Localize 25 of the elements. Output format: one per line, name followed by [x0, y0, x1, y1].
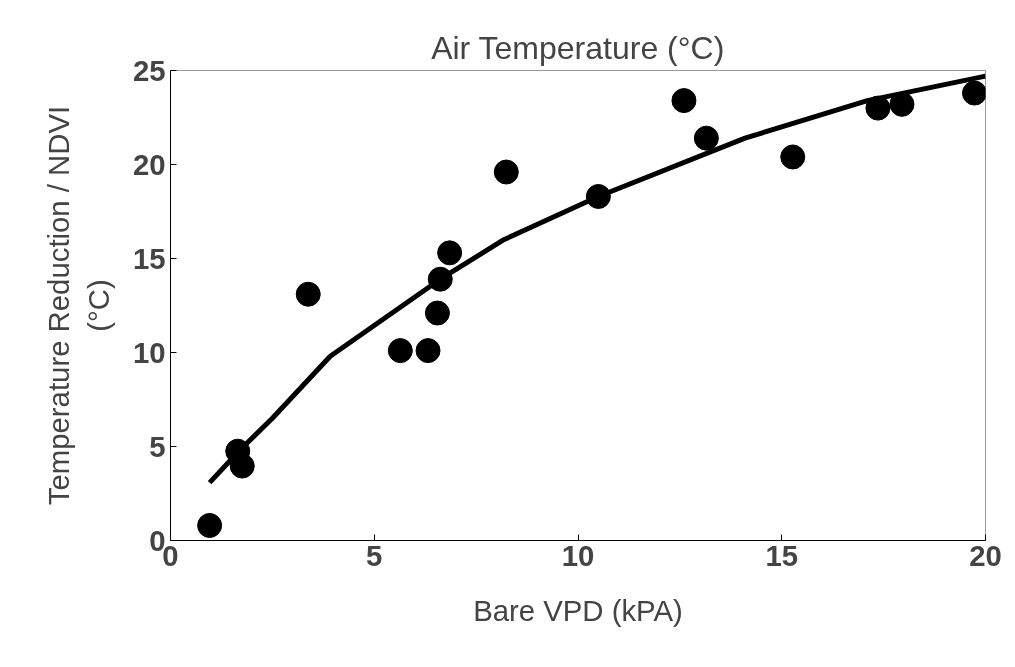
- point: [424, 300, 450, 326]
- point: [437, 240, 463, 266]
- point: [693, 125, 719, 151]
- y-tick-label: 15: [132, 241, 166, 275]
- point: [295, 281, 321, 307]
- y-tick-label: 25: [132, 53, 166, 87]
- point: [671, 88, 697, 114]
- x-tick-label: 10: [561, 538, 595, 572]
- x-tick-label: 20: [969, 538, 1002, 572]
- y-tick-label: 10: [132, 335, 166, 369]
- point: [889, 91, 915, 117]
- y-tick-label: 5: [149, 429, 166, 463]
- x-tick-label: 15: [765, 538, 799, 572]
- x-tick-label: 5: [366, 538, 383, 572]
- x-axis-title: Bare VPD (kPA): [473, 593, 683, 627]
- chart-title: Air Temperature (°C): [431, 29, 725, 66]
- point: [229, 453, 255, 479]
- point: [962, 80, 986, 106]
- y-axis-title: Temperature Reduction / NDVI (°C): [42, 105, 115, 506]
- point: [387, 338, 413, 364]
- point: [780, 144, 806, 170]
- point: [415, 338, 441, 364]
- point: [493, 159, 519, 185]
- point: [197, 512, 223, 538]
- y-tick-label: 20: [132, 147, 166, 181]
